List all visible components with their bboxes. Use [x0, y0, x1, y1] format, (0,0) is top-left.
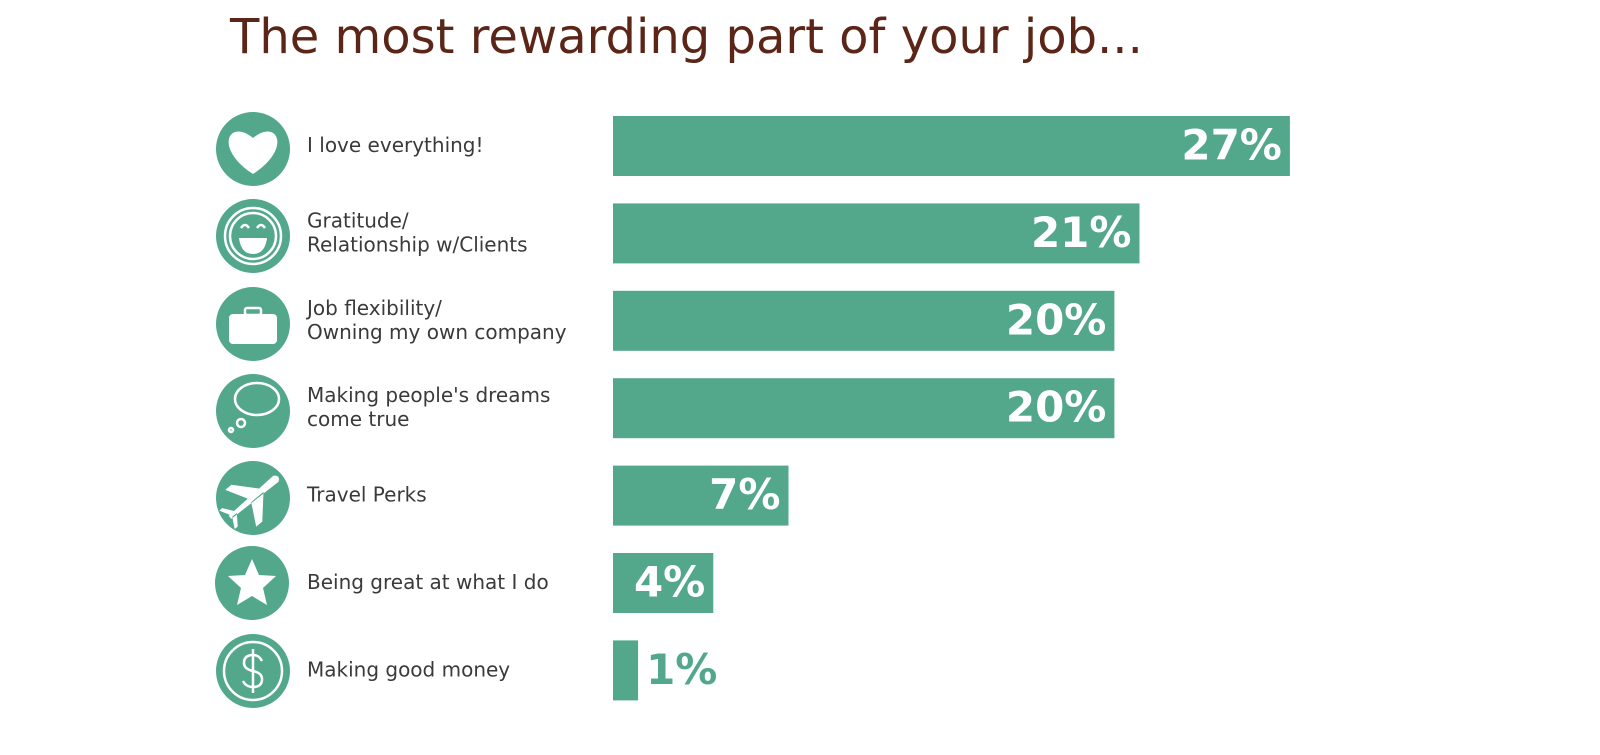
category-label: Making good money: [307, 657, 510, 681]
category-line: Owning my own company: [307, 319, 567, 343]
value-label: 27%: [1181, 121, 1282, 170]
bar: [613, 203, 1140, 264]
category-label: Making people's dreams come true: [307, 383, 550, 431]
category-label: Being great at what I do: [307, 570, 549, 594]
value-label: 21%: [1031, 208, 1132, 257]
icons: [215, 112, 290, 708]
category-line: I love everything!: [307, 133, 484, 157]
category-label: I love everything!: [307, 133, 484, 157]
bar: [613, 553, 714, 613]
value-label: 1%: [646, 645, 717, 694]
category-line: Making people's dreams: [307, 383, 550, 407]
chart-title: The most rewarding part of your job...: [229, 9, 1143, 65]
category-label: Travel Perks: [306, 482, 427, 506]
category-label: Gratitude/Relationship w/Clients: [307, 208, 528, 256]
category-line: Being great at what I do: [307, 570, 549, 594]
value-label: 4%: [634, 558, 705, 607]
category-line: Relationship w/Clients: [307, 232, 528, 256]
category-line: Gratitude/: [307, 208, 409, 232]
category-line: come true: [307, 407, 409, 431]
category-label: Job flexibility/Owning my own company: [305, 295, 567, 343]
category-line: Making good money: [307, 657, 510, 681]
value-label: 20%: [1006, 383, 1107, 432]
bar: [613, 465, 789, 526]
category-line: Travel Perks: [306, 482, 427, 506]
value-label: 7%: [709, 470, 780, 519]
value-label: 20%: [1006, 295, 1107, 344]
bar: [613, 116, 1290, 176]
bar: [613, 378, 1115, 439]
bar: [613, 640, 639, 701]
category-line: Job flexibility/: [305, 295, 442, 319]
bar: [613, 290, 1115, 351]
